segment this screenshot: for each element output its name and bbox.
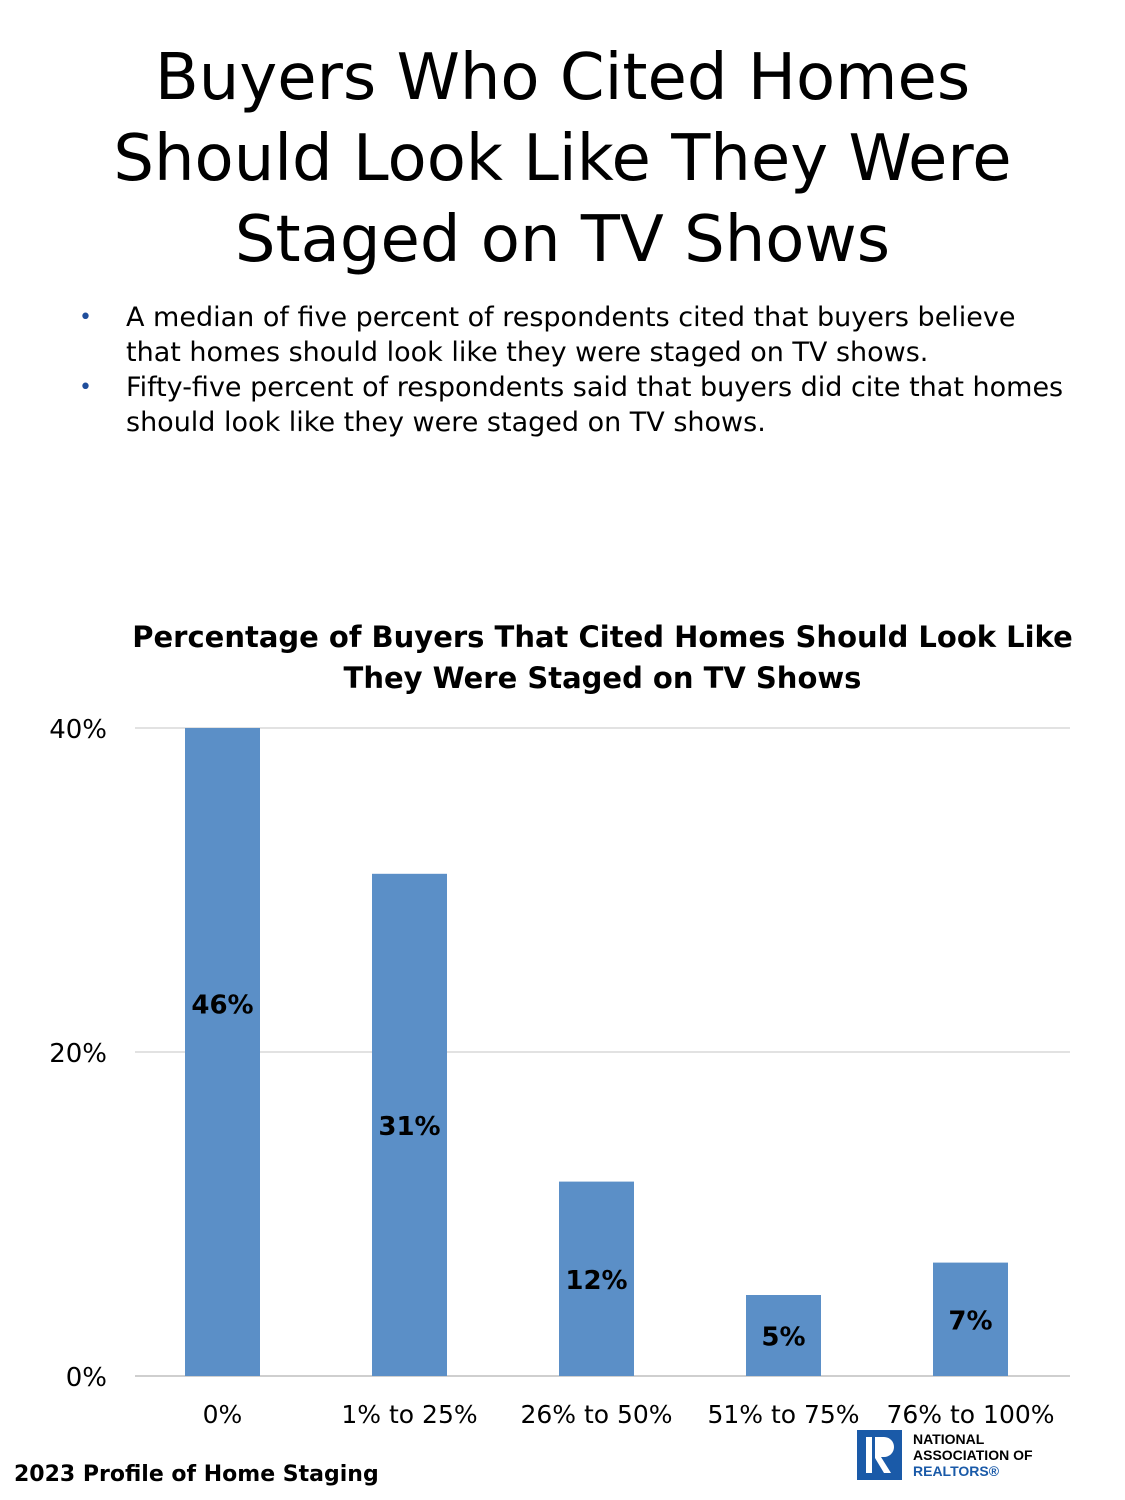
bar [933, 1262, 1008, 1376]
bullet-icon: • [79, 375, 92, 400]
x-tick-label: 76% to 100% [886, 1400, 1054, 1429]
page-title: Buyers Who Cited Homes Should Look Like … [113, 41, 1012, 277]
x-tick-label: 26% to 50% [520, 1400, 672, 1429]
bar [372, 873, 447, 1376]
bar-chart: 0% 20% 40% 46% 0% 31% 1% to 25% 12% 26% to 50% 5%… [49, 715, 1070, 1429]
bullet-icon: • [79, 305, 92, 330]
bar [185, 728, 260, 1376]
bullet-text: Fifty-five percent of respondents said t… [126, 372, 1064, 438]
x-tick-label: 1% to 25% [341, 1400, 477, 1429]
x-tick-label: 51% to 75% [707, 1400, 859, 1429]
bar [559, 1181, 634, 1376]
chart-title: Percentage of Buyers That Cited Homes Sh… [132, 620, 1073, 695]
bullet-list: • A median of five percent of respondent… [74, 300, 1064, 440]
logo-line-2: ASSOCIATION OF [913, 1447, 1033, 1463]
bar [746, 1295, 821, 1376]
data-label: 12% [565, 1266, 627, 1296]
bullet-item: • Fifty-five percent of respondents said… [74, 370, 1064, 440]
data-label: 46% [191, 990, 253, 1020]
data-label: 5% [761, 1323, 805, 1353]
logo-line-3: REALTORS® [913, 1463, 1000, 1479]
x-tick-label: 0% [203, 1400, 243, 1429]
y-tick-label: 40% [49, 715, 107, 745]
data-label: 7% [948, 1306, 992, 1336]
realtor-logo: NATIONAL ASSOCIATION OF REALTORS® [857, 1430, 1087, 1482]
data-label: 31% [378, 1112, 440, 1142]
logo-text: NATIONAL ASSOCIATION OF REALTORS® [913, 1431, 1033, 1479]
logo-line-1: NATIONAL [913, 1431, 985, 1447]
y-tick-label: 0% [66, 1363, 107, 1393]
footer-source: 2023 Profile of Home Staging [14, 1462, 379, 1487]
bullet-text: A median of five percent of respondents … [126, 302, 1016, 368]
bullet-item: • A median of five percent of respondent… [74, 300, 1064, 370]
y-tick-label: 20% [49, 1039, 107, 1069]
realtor-r-logo-icon [857, 1430, 902, 1480]
